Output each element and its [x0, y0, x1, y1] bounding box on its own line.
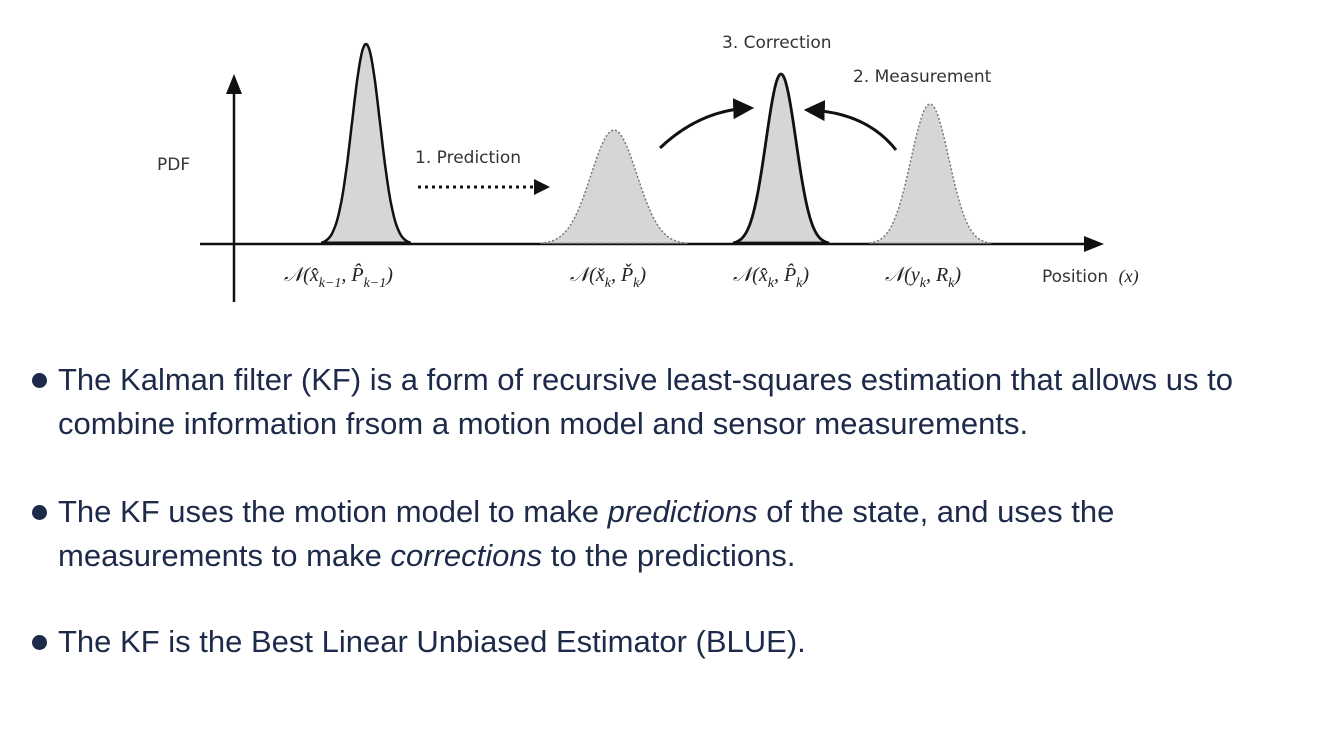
kalman-filter-diagram: PDF 1. Prediction 3. Correction 2. Measu… — [157, 33, 1139, 302]
bullet-text-part: of the state, and uses the measurements … — [58, 494, 1115, 573]
x-axis-arrowhead — [1084, 236, 1104, 252]
prior-distribution-label: 𝒩(x̂k−1, P̂k−1) — [284, 263, 393, 291]
correction-arrow-right — [803, 100, 898, 151]
y-axis-label: PDF — [157, 155, 190, 175]
prior-distribution-curve — [320, 42, 412, 245]
predicted-distribution-curve — [540, 129, 688, 245]
predicted-distribution-label: 𝒩(x̌k, P̌k) — [570, 263, 646, 291]
x-axis-label-text: Position — [1042, 267, 1108, 287]
measurement-label: 2. Measurement — [853, 67, 992, 87]
corrected-distribution-label: 𝒩(x̂k, P̂k) — [733, 263, 809, 291]
prediction-label: 1. Prediction — [415, 148, 521, 168]
x-axis-symbol: (x) — [1119, 266, 1139, 287]
correction-arrow-left — [658, 98, 755, 150]
correction-label: 3. Correction — [722, 33, 832, 53]
bullet-blue: The KF is the Best Linear Unbiased Estim… — [28, 620, 1318, 664]
emphasis-predictions: predictions — [607, 494, 758, 529]
measurement-distribution-curve — [869, 103, 991, 244]
bullet-predictions-corrections: The KF uses the motion model to make pre… — [28, 490, 1318, 578]
bullet-text: The KF is the Best Linear Unbiased Estim… — [58, 624, 806, 659]
bullet-text-part: The KF uses the motion model to make — [58, 494, 608, 529]
bullet-kalman-definition: The Kalman filter (KF) is a form of recu… — [28, 358, 1318, 446]
corrected-distribution-curve — [732, 72, 830, 245]
emphasis-corrections: corrections — [390, 538, 543, 573]
bullet-text: The Kalman filter (KF) is a form of recu… — [58, 362, 1233, 441]
prediction-arrowhead — [534, 179, 550, 195]
measurement-distribution-label: 𝒩(yk, Rk) — [885, 264, 961, 291]
bullet-list: The Kalman filter (KF) is a form of recu… — [28, 358, 1318, 664]
y-axis-arrowhead — [226, 74, 242, 94]
x-axis-label: Position (x) — [1042, 266, 1139, 287]
bullet-text-part: to the predictions. — [542, 538, 796, 573]
